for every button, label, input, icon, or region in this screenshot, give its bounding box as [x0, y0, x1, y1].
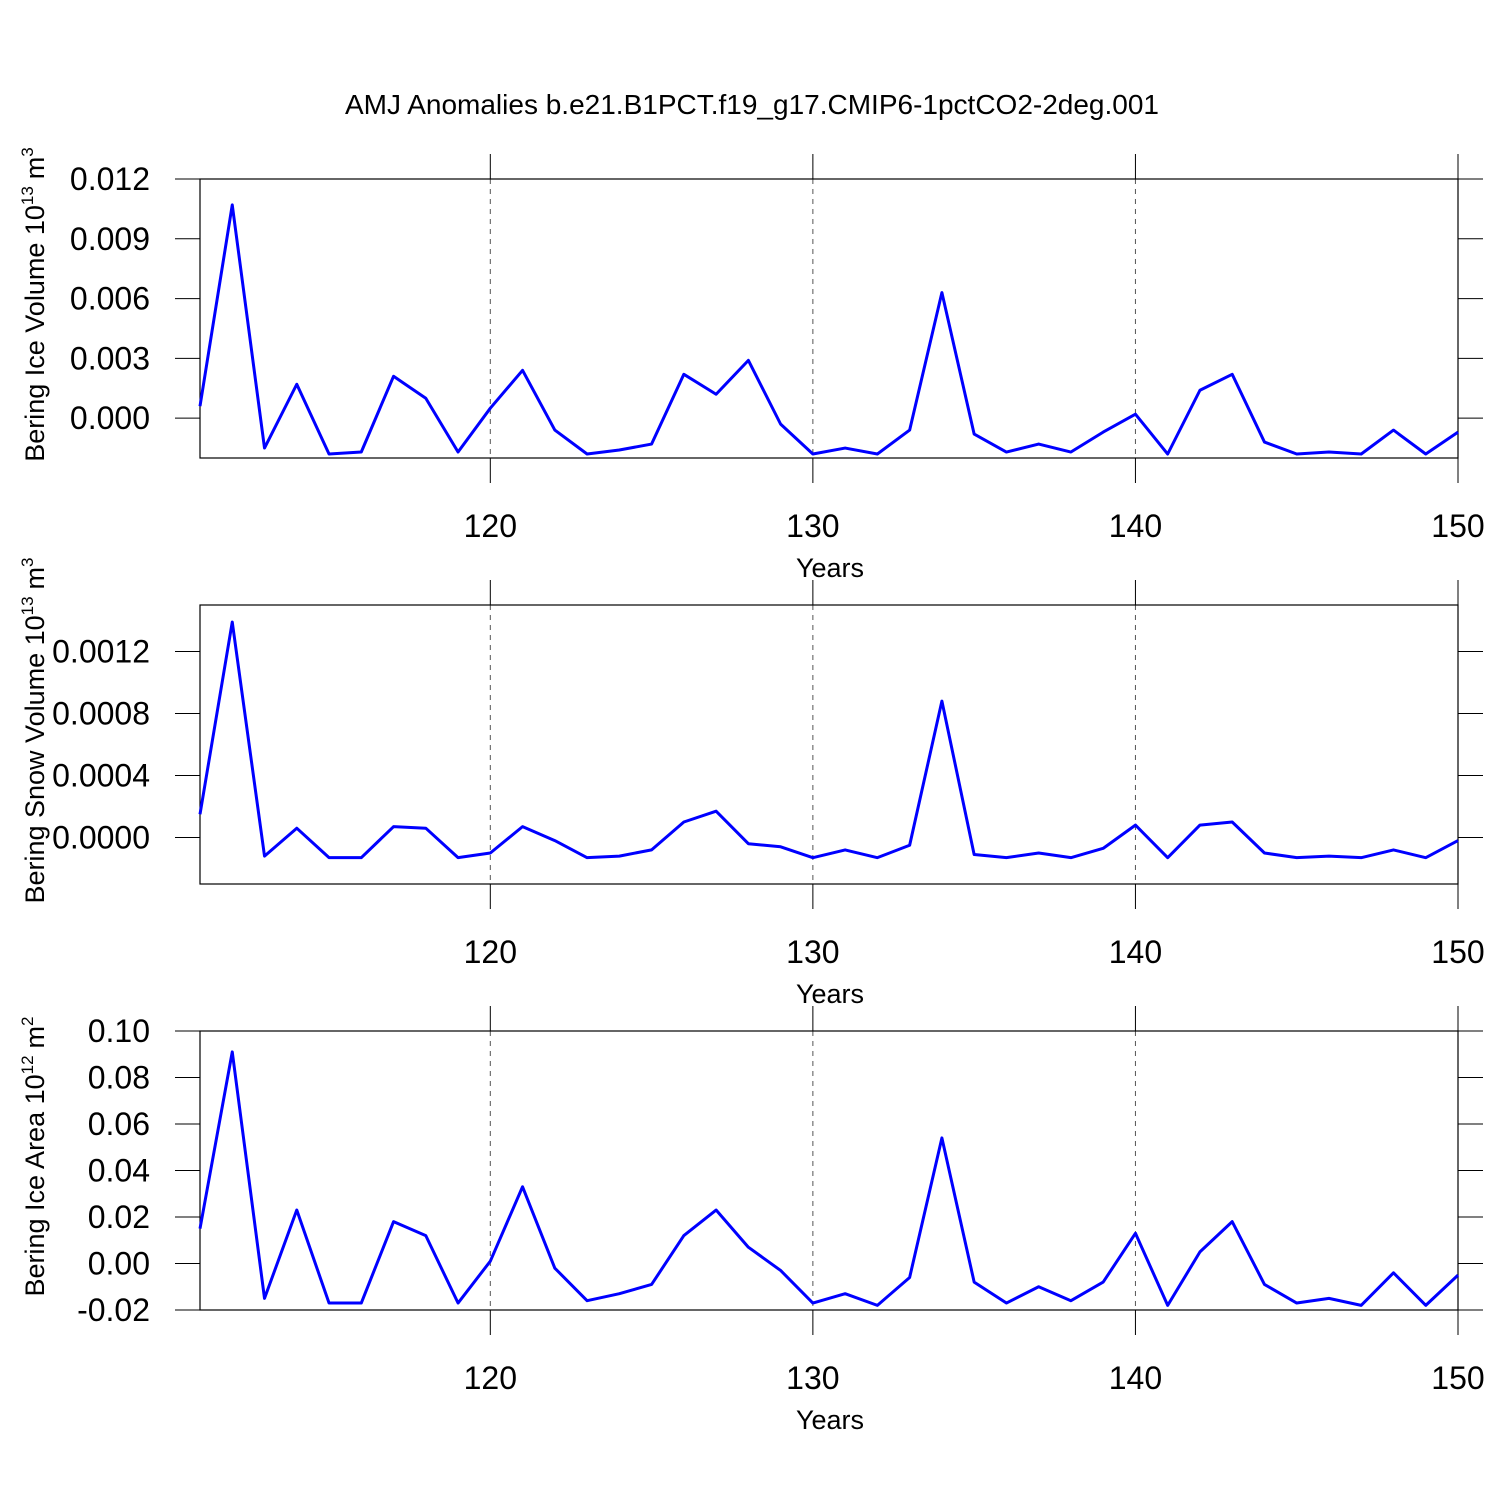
- panel: 120 130 140 150 0.000 0.003 0.006 0.009 0.012 Yea…: [18, 147, 1485, 583]
- x-tick-label: 140: [1109, 934, 1162, 970]
- y-axis-label-base: Bering Ice Area 10: [20, 1074, 50, 1296]
- y-tick-label: 0.08: [88, 1060, 150, 1096]
- y-axis-label-unit: m: [20, 1026, 50, 1049]
- y-tick-label: 0.10: [88, 1013, 150, 1049]
- y-tick-label: 0.0000: [52, 820, 150, 856]
- y-tick-label: 0.06: [88, 1106, 150, 1142]
- x-tick-label: 150: [1431, 934, 1484, 970]
- x-axis-label: Years: [796, 553, 864, 583]
- x-tick-label: 150: [1431, 1360, 1484, 1396]
- y-tick-label: 0.02: [88, 1199, 150, 1235]
- x-tick-label: 150: [1431, 508, 1484, 544]
- x-tick-label: 140: [1109, 1360, 1162, 1396]
- x-tick-label: 120: [464, 508, 517, 544]
- y-axis-label-base: Bering Snow Volume 10: [20, 615, 50, 903]
- data-line: [198, 1050, 1460, 1307]
- y-tick-label: 0.006: [70, 281, 150, 317]
- panel: 120 130 140 150 0.0000 0.0004 0.0008 0.0012 Year…: [18, 557, 1485, 1009]
- x-axis-label: Years: [796, 1405, 864, 1435]
- y-tick-label: 0.009: [70, 221, 150, 257]
- y-axis-label-unit-exp: 3: [18, 147, 37, 156]
- x-tick-label: 120: [464, 1360, 517, 1396]
- y-axis-label-unit: m: [20, 567, 50, 590]
- y-axis-label-unit-exp: 2: [18, 1016, 37, 1025]
- y-tick-label: 0.0004: [52, 758, 150, 794]
- figure-title: AMJ Anomalies b.e21.B1PCT.f19_g17.CMIP6-…: [345, 89, 1159, 120]
- y-axis-label: Bering Ice Volume 1013 m3: [18, 147, 50, 462]
- y-tick-label: 0.04: [88, 1153, 150, 1189]
- x-tick-label: 130: [786, 1360, 839, 1396]
- plot-frame: [199, 604, 1459, 885]
- y-tick-label: 0.000: [70, 400, 150, 436]
- y-tick-label: -0.02: [77, 1292, 150, 1328]
- y-axis-label: Bering Snow Volume 1013 m3: [18, 557, 50, 903]
- y-axis-label-exp: 13: [18, 596, 37, 615]
- y-axis-label-unit-exp: 3: [18, 557, 37, 566]
- y-tick-label: 0.003: [70, 340, 150, 376]
- plot-frame: [199, 1030, 1459, 1311]
- panel: 120 130 140 150 -0.02 0.00 0.02 0.04 0.06 0.08 0.1…: [18, 1006, 1485, 1435]
- y-axis-label: Bering Ice Area 1012 m2: [18, 1016, 50, 1296]
- y-tick-label: 0.0008: [52, 696, 150, 732]
- y-tick-label: 0.012: [70, 161, 150, 197]
- data-line: [198, 620, 1459, 860]
- y-axis-label-exp: 12: [18, 1055, 37, 1074]
- y-axis-label-exp: 13: [18, 186, 37, 205]
- x-tick-label: 130: [786, 934, 839, 970]
- x-axis-label: Years: [796, 979, 864, 1009]
- y-axis-label-unit: m: [20, 157, 50, 180]
- y-axis-label-base: Bering Ice Volume 10: [20, 205, 50, 462]
- x-tick-label: 140: [1109, 508, 1162, 544]
- x-tick-label: 130: [786, 508, 839, 544]
- plot-frame: [199, 178, 1459, 459]
- y-tick-label: 0.00: [88, 1246, 150, 1282]
- x-tick-label: 120: [464, 934, 517, 970]
- y-tick-label: 0.0012: [52, 634, 150, 670]
- data-line: [198, 203, 1459, 456]
